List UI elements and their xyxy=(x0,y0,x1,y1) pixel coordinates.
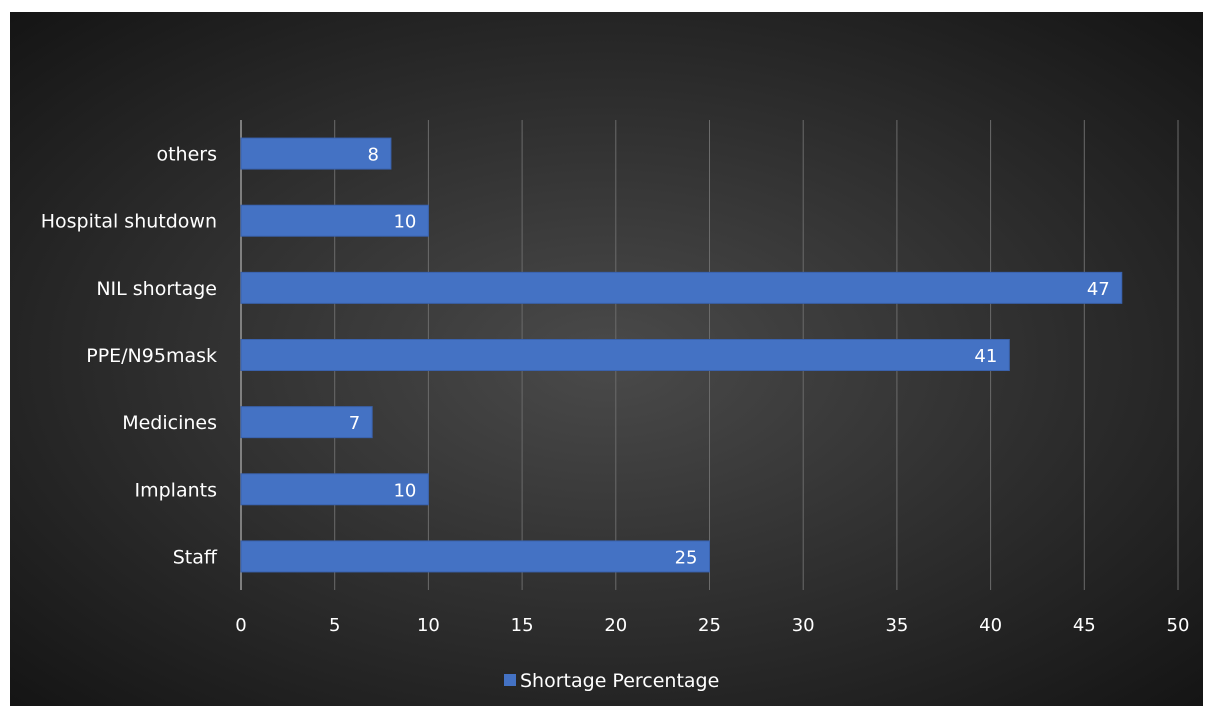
data-label: 41 xyxy=(974,346,997,367)
data-label: 25 xyxy=(675,547,698,568)
data-label: 8 xyxy=(367,145,378,166)
data-labels: 25 10 7 41 47 10 8 xyxy=(349,145,1110,569)
category-label: Implants xyxy=(135,479,218,501)
category-axis-labels: Staff Implants Medicines PPE/N95mask NIL sho… xyxy=(41,144,218,569)
x-tick-label: 25 xyxy=(698,615,721,636)
bar xyxy=(240,406,373,439)
x-tick-label: 35 xyxy=(885,615,908,636)
bar xyxy=(240,540,710,573)
bar-chart: 25 10 7 41 47 10 8 Staff Implants Medicines PPE/N… xyxy=(10,12,1203,706)
category-label: Staff xyxy=(173,546,218,568)
bars xyxy=(240,137,1123,573)
x-tick-label: 50 xyxy=(1167,615,1190,636)
chart-container: 25 10 7 41 47 10 8 Staff Implants Medicines PPE/N… xyxy=(10,12,1203,706)
x-tick-label: 45 xyxy=(1073,615,1096,636)
x-tick-label: 20 xyxy=(604,615,627,636)
bar xyxy=(240,339,1010,371)
data-label: 10 xyxy=(393,212,416,233)
legend-swatch xyxy=(504,674,516,686)
x-tick-label: 5 xyxy=(329,615,340,636)
legend: Shortage Percentage xyxy=(504,670,719,692)
category-label: PPE/N95mask xyxy=(86,345,217,367)
data-label: 47 xyxy=(1087,279,1110,300)
x-tick-label: 40 xyxy=(979,615,1002,636)
bar xyxy=(240,204,429,237)
value-axis-labels: 0 5 10 15 20 25 30 35 40 45 50 xyxy=(235,615,1189,636)
bar xyxy=(240,271,1123,304)
category-label: others xyxy=(156,144,217,166)
x-tick-label: 30 xyxy=(792,615,815,636)
bar xyxy=(240,137,392,170)
category-label: Medicines xyxy=(122,412,217,434)
x-tick-label: 10 xyxy=(417,615,440,636)
legend-label: Shortage Percentage xyxy=(520,670,719,692)
category-label: Hospital shutdown xyxy=(41,211,217,233)
x-tick-label: 15 xyxy=(511,615,534,636)
x-tick-label: 0 xyxy=(235,615,246,636)
data-label: 7 xyxy=(349,413,360,434)
data-label: 10 xyxy=(393,480,416,501)
bar xyxy=(240,473,429,506)
category-label: NIL shortage xyxy=(96,278,217,300)
